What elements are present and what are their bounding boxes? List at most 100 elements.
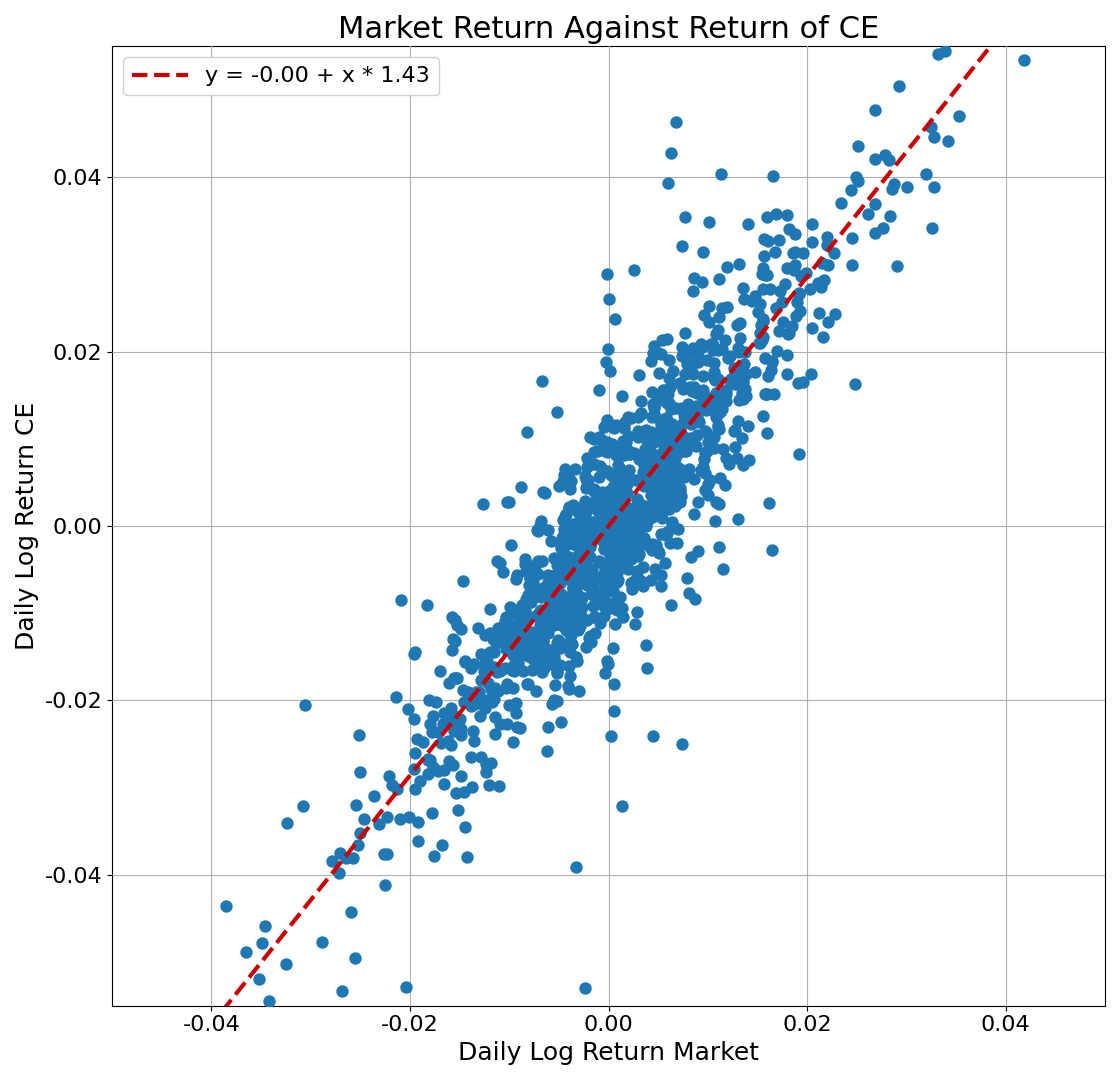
Point [694,307,712,324]
Point [563,606,581,623]
Point [455,572,473,590]
Point [662,424,680,442]
Point [718,258,736,275]
Legend: y = -0.00 + x * 1.43: y = -0.00 + x * 1.43 [123,57,439,95]
Point [636,441,654,458]
Point [662,400,680,417]
Point [564,568,582,585]
Point [629,366,647,383]
Point [545,550,563,567]
Point [572,589,590,606]
Point [726,421,744,438]
Point [463,697,480,714]
Point [866,195,884,213]
Point [757,384,775,402]
Point [530,566,548,583]
Point [594,531,612,549]
Point [423,707,441,725]
Point [642,423,660,441]
Point [551,609,569,626]
Point [682,414,700,431]
Point [721,370,739,388]
Point [629,545,647,563]
Point [534,579,552,596]
Point [540,579,558,596]
Point [567,582,585,599]
Point [652,487,670,504]
Point [507,704,525,721]
Point [638,444,656,461]
Point [600,291,618,308]
Point [528,522,545,539]
Point [533,645,551,662]
Point [710,309,728,326]
Point [531,625,549,643]
Point [500,492,517,510]
Point [628,563,646,580]
Point [504,603,522,620]
Point [557,536,575,553]
Point [712,388,730,405]
Point [777,206,795,224]
Point [689,353,707,370]
Point [595,555,613,572]
Point [371,815,389,833]
Point [604,639,622,657]
Point [504,636,522,653]
Point [662,430,680,447]
Point [478,652,496,670]
Point [445,723,463,740]
Point [236,944,254,961]
Point [410,814,428,832]
Point [545,651,563,669]
Point [641,436,659,454]
Point [600,482,618,499]
Point [849,137,867,154]
Point [600,490,618,508]
Point [711,403,729,420]
Point [578,476,596,494]
Point [657,440,675,457]
Point [497,640,515,658]
Point [668,471,685,488]
Point [600,501,618,518]
Point [577,467,595,484]
Point [615,529,633,546]
Point [619,468,637,485]
Point [693,458,711,475]
Point [645,478,663,496]
Point [497,679,515,697]
Point [605,559,623,577]
Point [699,394,717,411]
Point [556,604,573,621]
Point [645,405,663,422]
Point [217,897,235,915]
Point [458,849,476,866]
Point [542,532,560,550]
Point [613,550,631,567]
Point [557,621,575,638]
Point [561,644,579,661]
Point [676,208,694,226]
Point [701,472,719,489]
Point [693,338,711,355]
Point [825,244,843,261]
Point [609,459,627,476]
Point [553,530,571,548]
Point [511,634,529,651]
Point [580,629,598,646]
Point [730,391,748,408]
Point [573,546,591,564]
Point [531,583,549,600]
Point [592,483,610,500]
Point [564,617,582,634]
Point [536,604,554,621]
Point [743,293,760,310]
Point [629,548,647,565]
Point [654,381,672,399]
Point [532,588,550,605]
Point [1070,4,1088,22]
Point [505,662,523,679]
Point [597,562,615,579]
Point [759,232,777,249]
